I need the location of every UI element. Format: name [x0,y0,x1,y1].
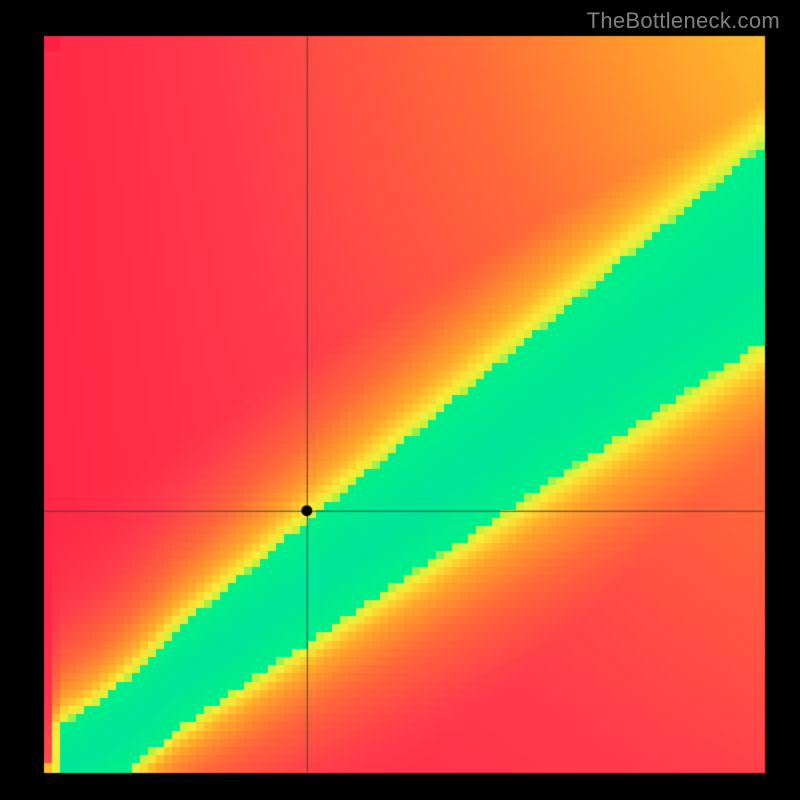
chart-container: { "watermark": { "text": "TheBottleneck.… [0,0,800,800]
watermark-label: TheBottleneck.com [587,8,780,34]
overlay-canvas [0,0,800,800]
